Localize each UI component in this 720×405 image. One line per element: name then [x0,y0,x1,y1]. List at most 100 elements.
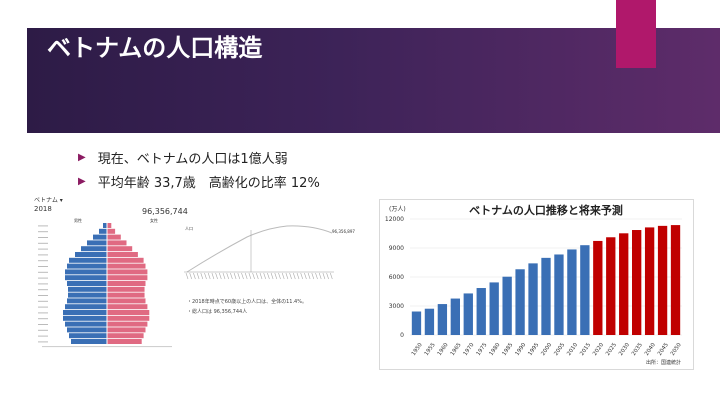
bar [437,304,448,335]
pyramid-male-bar [67,263,107,269]
x-tick-label: 2005 [553,342,566,357]
x-tick-label: 1980 [489,342,502,357]
pyramid-male-label: 男性 [74,218,82,223]
pyramid-female-bar [107,263,146,269]
x-tick-label: 2015 [579,342,592,357]
line-tick [219,272,222,280]
y-tick-label: 9000 [389,245,404,252]
pyramid-female-bar [107,292,145,298]
bar [580,245,590,335]
x-tick-label: 1970 [463,342,476,357]
x-tick-label: 2050 [670,342,683,357]
line-value: 96,356,897 [332,229,355,234]
line-tick [285,272,289,280]
x-tick-label: 1985 [501,342,514,357]
bar [463,293,473,335]
line-tick [185,272,189,280]
x-tick-label: 1975 [476,342,489,357]
pyramid-male-bar [99,228,107,234]
line-tick [230,272,233,280]
slide-title: ベトナムの人口構造 [47,34,263,62]
bar [670,225,681,335]
bar [424,308,435,335]
x-tick-label: 2030 [618,342,631,357]
x-tick-label: 2040 [644,342,657,357]
y-tick-label: 12000 [385,216,404,223]
population-curve [186,225,333,273]
pyramid-female-bar [107,286,145,292]
pyramid-female-bar [107,252,138,257]
line-tick [241,272,244,280]
pyramid-total: 96,356,744 [142,207,188,216]
bar [606,237,616,335]
bar [619,233,629,335]
x-tick-label: 1995 [527,342,540,357]
bar [657,225,668,335]
pyramid-female-bar [107,281,146,286]
pyramid-male-bar [65,304,107,310]
line-tick [293,272,296,280]
population-chart: (万人) ベトナムの人口推移と将来予測 0 3000 6000 9000 12000 19… [379,199,694,370]
line-tick [252,272,255,280]
x-tick-label: 2025 [605,342,618,357]
line-tick [204,272,207,280]
bar [644,227,655,335]
x-tick-label: 1955 [424,342,437,357]
pyramid-female-bar [107,269,148,275]
line-tick [274,272,278,280]
bar [632,230,642,335]
pyramid-female-bar [107,310,150,315]
pyramid-country: ベトナム ▾ [34,197,63,204]
line-tick [307,272,311,280]
pyramid-female-bar [107,234,121,240]
title-banner [27,28,720,133]
pyramid-female-bar [107,228,116,234]
x-tick-label: 1960 [437,342,450,357]
pyramid-female-bar [107,333,144,339]
line-tick [326,272,329,280]
pyramid-male-bar [69,333,107,339]
line-tick [222,272,226,280]
bar [593,240,603,335]
line-tick [193,272,196,280]
line-tick [263,272,266,280]
pyramid-female-bar [107,275,148,281]
pyramid-female-bar [107,223,112,228]
pyramid-note-2: ・総人口は 96,356,744人 [187,309,248,315]
line-tick [304,272,307,280]
bar [541,257,551,335]
bar [567,249,577,335]
bullet-arrow-icon: ▶ [78,176,86,187]
population-pyramid-image: ベトナム ▾ 2018 96,356,744 男性 女性 人口 96,356,89… [32,195,362,360]
bar [528,263,538,335]
line-tick [270,272,274,280]
line-tick [318,272,322,280]
chart-source: 出所：国連統計 [646,360,682,366]
pyramid-male-bar [69,257,107,263]
line-tick [215,272,218,280]
bar [515,269,525,335]
line-tick [322,272,326,280]
y-tick-label: 0 [400,332,404,339]
pyramid-male-bar [81,246,107,252]
line-tick [296,272,300,280]
bar [450,298,460,335]
bullet-item: ▶ 現在、ベトナムの人口は1億人弱 [78,148,288,167]
line-tick [256,272,259,280]
pyramid-male-bar [68,292,107,298]
accent-tab [616,0,656,68]
pyramid-male-bar [63,310,107,315]
x-tick-label: 2010 [566,342,579,357]
line-tick [200,272,204,280]
bar [489,282,499,335]
line-tick [226,272,229,280]
line-tick [330,272,333,280]
pyramid-male-bar [93,234,107,240]
line-tick [289,272,292,280]
y-tick-label: 3000 [389,303,404,310]
pyramid-graphic: 人口 96,356,897 [38,223,355,348]
pyramid-male-bar [67,281,107,286]
line-tick [233,272,237,280]
pyramid-female-bar [107,321,148,327]
